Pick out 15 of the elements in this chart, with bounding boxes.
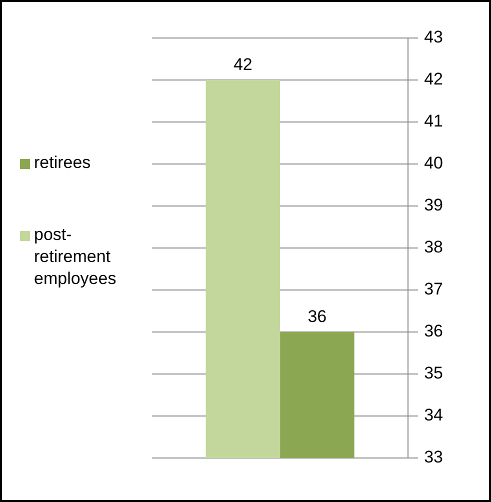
y-tick-label: 36 [424, 322, 444, 341]
legend-label: post-retirement employees [34, 224, 118, 290]
y-tick-label: 40 [424, 154, 444, 173]
y-tick-label: 37 [424, 280, 444, 299]
y-tick-label: 33 [424, 448, 444, 467]
y-tick-label: 35 [424, 364, 444, 383]
legend-label: retirees [34, 152, 92, 174]
data-label: 42 [233, 55, 252, 74]
y-tick-label: 41 [424, 112, 444, 131]
y-tick-label: 39 [424, 196, 444, 215]
y-tick-label: 34 [424, 406, 444, 425]
y-tick-label: 42 [424, 70, 444, 89]
data-label: 36 [308, 307, 327, 326]
y-tick-label: 38 [424, 238, 444, 257]
y-tick-label: 43 [424, 28, 444, 47]
